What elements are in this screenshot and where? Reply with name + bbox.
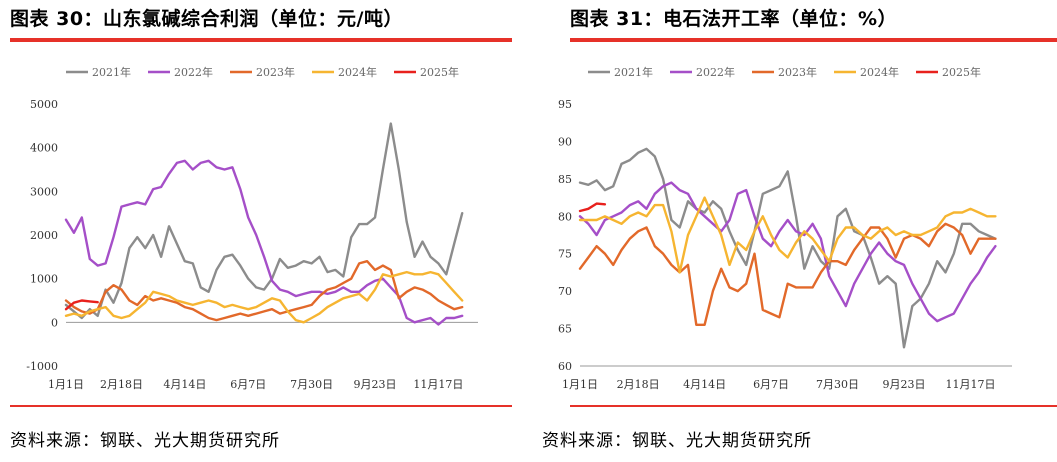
- x-tick-label: 7月30日: [816, 378, 859, 391]
- legend-label: 2024年: [860, 65, 899, 79]
- title-divider: [10, 38, 512, 42]
- series-group: [578, 147, 997, 349]
- series-line-2022年: [64, 159, 464, 326]
- legend-label: 2022年: [174, 65, 213, 79]
- x-tick-label: 1月1日: [562, 378, 598, 391]
- y-tick-label: 90: [558, 135, 572, 148]
- x-tick-label: 11月17日: [413, 378, 463, 391]
- y-tick-label: 1000: [30, 273, 58, 286]
- x-tick-label: 11月17日: [945, 378, 995, 391]
- series-line-2024年: [578, 196, 997, 274]
- y-tick-label: 70: [558, 285, 572, 298]
- y-tick-label: -1000: [26, 360, 58, 373]
- y-tick-label: 0: [51, 316, 58, 329]
- legend-label: 2023年: [256, 65, 295, 79]
- y-tick-label: 85: [558, 173, 572, 186]
- profit-line-chart: 2021年 2022年 2023年 2024年 2025年 -1000 0 1000 2000 3…: [26, 65, 478, 391]
- legend-label: 2021年: [614, 65, 653, 79]
- series-line-2022年: [578, 181, 997, 323]
- x-tick-label: 2月18日: [617, 378, 660, 391]
- source-note: 资料来源：钢联、光大期货研究所: [542, 431, 812, 451]
- x-tick-label: 6月7日: [753, 378, 789, 391]
- y-tick-label: 3000: [30, 185, 58, 198]
- y-axis: -1000 0 1000 2000 3000 4000 5000: [26, 98, 58, 373]
- y-tick-label: 75: [558, 248, 572, 261]
- series-group: [64, 122, 464, 326]
- x-tick-label: 6月7日: [230, 378, 266, 391]
- y-tick-label: 60: [558, 360, 572, 373]
- source-note: 资料来源：钢联、光大期货研究所: [10, 431, 280, 451]
- chart-title: 图表 31：电石法开工率（单位：%）: [570, 8, 898, 30]
- legend-label: 2023年: [778, 65, 817, 79]
- chart-panel-profit: 图表 30：山东氯碱综合利润（单位：元/吨） 2021年 2022年 2023年 20…: [0, 0, 528, 462]
- y-axis: 60 65 70 75 80 85 90 95: [558, 98, 572, 373]
- x-tick-label: 7月30日: [290, 378, 333, 391]
- chart-legend: 2021年 2022年 2023年 2024年 2025年: [66, 65, 459, 79]
- legend-label: 2025年: [420, 65, 459, 79]
- y-tick-label: 2000: [30, 229, 58, 242]
- chart-title: 图表 30：山东氯碱综合利润（单位：元/吨）: [10, 8, 403, 30]
- x-tick-label: 4月14日: [163, 378, 206, 391]
- y-tick-label: 65: [558, 323, 572, 336]
- y-tick-label: 80: [558, 210, 572, 223]
- legend-label: 2024年: [338, 65, 377, 79]
- x-tick-label: 9月23日: [354, 378, 397, 391]
- series-line-2025年: [64, 299, 99, 311]
- x-axis: 1月1日 2月18日 4月14日 6月7日 7月30日 9月23日 11月17日: [48, 378, 463, 391]
- x-axis: 1月1日 2月18日 4月14日 6月7日 7月30日 9月23日 11月17日: [562, 378, 995, 391]
- x-tick-label: 2月18日: [100, 378, 143, 391]
- series-line-2025年: [578, 202, 607, 213]
- chart-legend: 2021年 2022年 2023年 2024年 2025年: [588, 65, 981, 79]
- x-tick-label: 1月1日: [48, 378, 84, 391]
- x-tick-label: 9月23日: [883, 378, 926, 391]
- title-divider: [570, 38, 1057, 42]
- y-tick-label: 4000: [30, 142, 58, 155]
- series-line-2023年: [578, 222, 997, 326]
- x-tick-label: 4月14日: [683, 378, 726, 391]
- series-line-2023年: [64, 259, 464, 322]
- y-tick-label: 5000: [30, 98, 58, 111]
- chart-panel-operating-rate: 图表 31：电石法开工率（单位：%） 2021年 2022年 2023年 2024年 2…: [528, 0, 1057, 462]
- series-line-2024年: [64, 270, 464, 324]
- y-tick-label: 95: [558, 98, 572, 111]
- legend-label: 2022年: [696, 65, 735, 79]
- operating-rate-line-chart: 2021年 2022年 2023年 2024年 2025年 60 65 70 75 80 85 90 9…: [558, 65, 1012, 391]
- legend-label: 2025年: [942, 65, 981, 79]
- series-line-2021年: [64, 122, 464, 320]
- series-line-2021年: [578, 147, 997, 349]
- source-divider: [570, 405, 1057, 407]
- source-divider: [10, 405, 512, 407]
- legend-label: 2021年: [92, 65, 131, 79]
